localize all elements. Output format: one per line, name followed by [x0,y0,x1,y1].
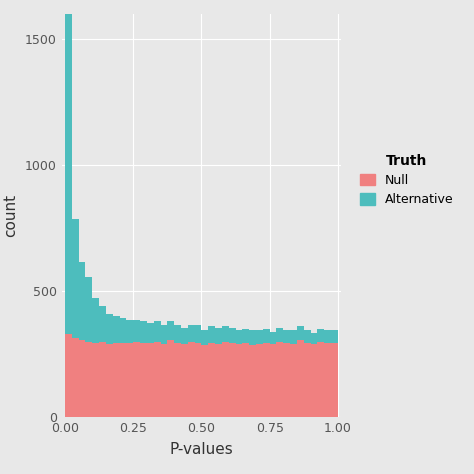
Bar [215,328,222,344]
Bar [242,329,249,343]
X-axis label: P-values: P-values [170,442,233,457]
Bar [79,340,85,417]
Bar [290,344,297,417]
Bar [106,314,113,344]
Bar [188,325,195,342]
Bar [201,330,208,346]
Bar [236,344,242,417]
Bar [113,317,119,343]
Bar [174,325,181,343]
Bar [297,327,304,340]
Bar [331,343,338,417]
Bar [195,325,201,343]
Bar [119,343,127,417]
Bar [276,342,283,417]
Bar [154,321,161,342]
Bar [324,330,331,343]
Bar [256,344,263,417]
Bar [167,321,174,340]
Bar [276,328,283,342]
Bar [85,277,92,342]
Bar [297,340,304,417]
Y-axis label: count: count [3,194,18,237]
Bar [140,343,147,417]
Bar [222,342,229,417]
Bar [222,327,229,342]
Bar [92,343,99,417]
Bar [310,344,318,417]
Bar [318,342,324,417]
Bar [72,338,79,417]
Bar [72,219,79,338]
Bar [85,342,92,417]
Bar [127,343,133,417]
Bar [181,344,188,417]
Bar [133,342,140,417]
Bar [140,321,147,343]
Bar [161,344,167,417]
Bar [195,343,201,417]
Bar [208,327,215,343]
Bar [161,325,167,344]
Bar [249,330,256,346]
Bar [215,344,222,417]
Bar [263,343,270,417]
Bar [65,334,72,417]
Bar [181,328,188,344]
Bar [167,340,174,417]
Bar [92,298,99,343]
Bar [99,342,106,417]
Bar [147,323,154,343]
Bar [242,343,249,417]
Bar [236,330,242,344]
Bar [127,320,133,343]
Bar [318,329,324,342]
Bar [263,329,270,343]
Bar [229,343,236,417]
Bar [113,343,119,417]
Bar [119,318,127,343]
Legend: Null, Alternative: Null, Alternative [352,146,461,214]
Bar [208,343,215,417]
Bar [106,344,113,417]
Bar [304,330,310,343]
Bar [154,342,161,417]
Bar [324,343,331,417]
Bar [304,343,310,417]
Bar [201,346,208,417]
Bar [229,328,236,343]
Bar [133,320,140,342]
Bar [283,343,290,417]
Bar [174,343,181,417]
Bar [188,342,195,417]
Bar [331,330,338,343]
Bar [249,346,256,417]
Bar [256,330,263,344]
Bar [65,14,72,334]
Bar [310,333,318,344]
Bar [147,343,154,417]
Bar [270,344,276,417]
Bar [270,331,276,344]
Bar [283,330,290,343]
Bar [99,306,106,342]
Bar [79,262,85,340]
Bar [290,330,297,344]
